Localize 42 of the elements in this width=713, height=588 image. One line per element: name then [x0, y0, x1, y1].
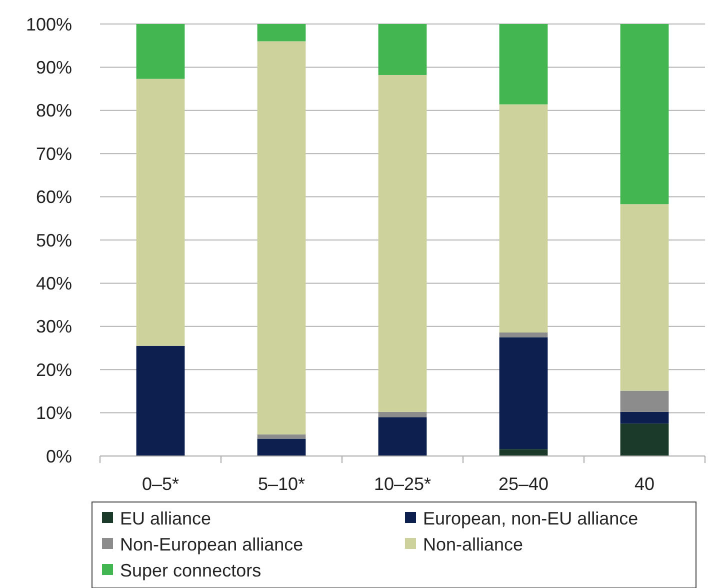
legend-label: Non-European alliance	[120, 534, 304, 554]
y-tick-label: 60%	[36, 187, 72, 208]
bar	[620, 424, 669, 456]
y-tick-label: 40%	[36, 274, 72, 294]
bar	[499, 24, 548, 104]
bar	[136, 346, 185, 456]
legend-label: Super connectors	[120, 560, 262, 580]
bar	[499, 332, 548, 338]
y-tick-label: 50%	[36, 230, 72, 250]
x-tick-label: 5–10*	[258, 474, 306, 494]
legend-label: European, non-EU alliance	[423, 508, 638, 528]
x-tick-label: 0–5*	[142, 474, 180, 494]
bar	[620, 412, 669, 424]
y-tick-label: 80%	[36, 100, 72, 121]
legend-label: EU alliance	[120, 508, 212, 528]
y-tick-label: 90%	[36, 58, 72, 78]
bar	[620, 24, 669, 204]
bar	[257, 434, 306, 439]
bar	[499, 104, 548, 332]
y-tick-label: 100%	[26, 14, 72, 34]
bar	[378, 412, 427, 418]
y-tick-label: 20%	[36, 360, 72, 380]
y-tick-label: 10%	[36, 403, 72, 424]
x-tick-label: 25–40	[498, 474, 549, 494]
bar	[378, 417, 427, 456]
bar	[378, 24, 427, 75]
bar	[136, 78, 185, 346]
bar	[257, 41, 306, 434]
y-tick-label: 30%	[36, 316, 72, 337]
bar	[136, 24, 185, 79]
x-tick-label: 10–25*	[374, 474, 432, 494]
y-tick-label: 70%	[36, 144, 72, 164]
legend-label: Non-alliance	[423, 534, 524, 554]
y-tick-label: 0%	[46, 446, 72, 466]
x-tick-label: 40	[634, 474, 655, 494]
bar	[620, 204, 669, 391]
bar	[620, 390, 669, 412]
bar	[378, 74, 427, 412]
bar	[257, 438, 306, 456]
bar	[499, 337, 548, 450]
bar	[499, 449, 548, 456]
bar	[257, 24, 306, 42]
